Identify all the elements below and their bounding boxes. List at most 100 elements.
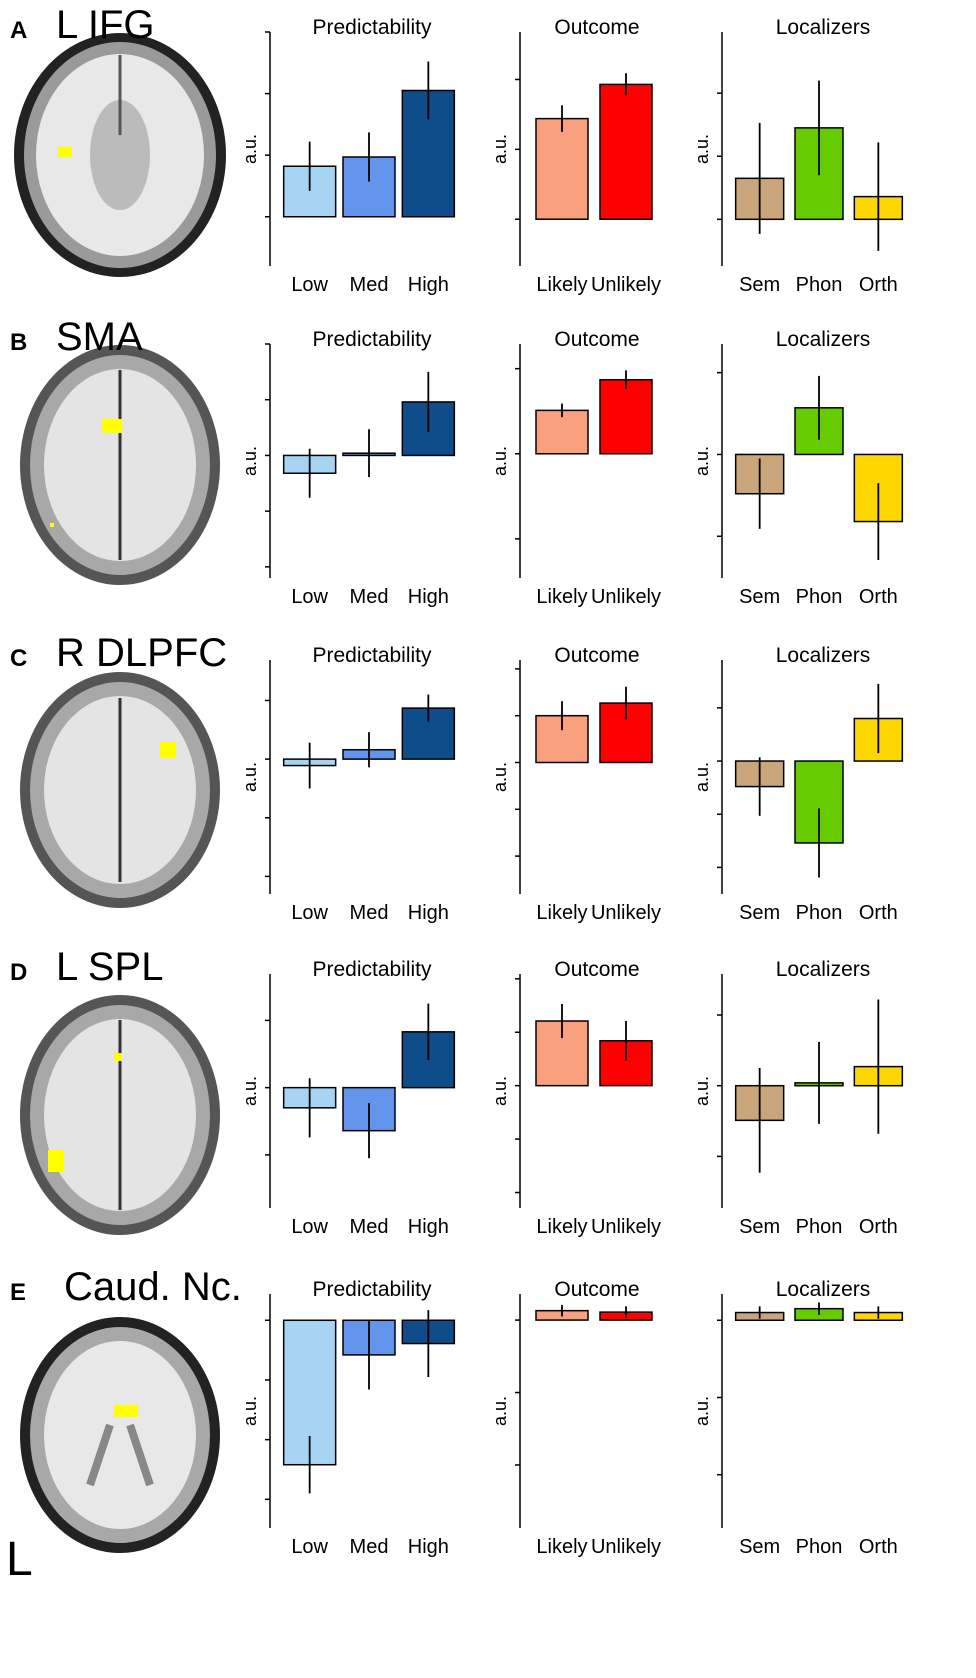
y-axis-label: a.u. <box>692 1076 712 1106</box>
y-axis-label: a.u. <box>692 134 712 164</box>
x-tick-label: Unlikely <box>591 1536 661 1558</box>
bar-chart: Localizers a.u. Sem Phon Orth <box>692 1278 902 1558</box>
brain-images <box>14 33 226 1553</box>
chart-title: Outcome <box>554 958 639 981</box>
chart-title: Predictability <box>312 644 432 667</box>
bar <box>600 84 652 219</box>
panel-letter: E <box>10 1279 26 1306</box>
y-axis-label: a.u. <box>490 1396 510 1426</box>
x-tick-label: Phon <box>796 1536 843 1558</box>
x-tick-label: High <box>408 1216 449 1238</box>
figure: AL IFGBSMACR DLPFCDL SPLECaud. Nc. L Pre… <box>0 0 976 1678</box>
chart-title: Predictability <box>312 16 432 39</box>
chart-title: Predictability <box>312 328 432 351</box>
chart-title: Outcome <box>554 16 639 39</box>
region-name: Caud. Nc. <box>64 1265 242 1309</box>
chart-title: Outcome <box>554 644 639 667</box>
x-tick-label: Orth <box>859 1216 898 1238</box>
chart-title: Outcome <box>554 328 639 351</box>
bar-chart: Predictability a.u. Low Med High <box>240 644 454 924</box>
brain-image <box>20 995 220 1235</box>
x-tick-label: Orth <box>859 1536 898 1558</box>
brain-image <box>20 672 220 908</box>
x-tick-label: Unlikely <box>591 902 661 924</box>
x-tick-label: Low <box>291 1536 328 1558</box>
x-tick-label: High <box>408 274 449 296</box>
bar-chart: Predictability a.u. Low Med High <box>240 16 454 296</box>
panel-letter: A <box>10 17 27 44</box>
x-tick-label: Med <box>350 1216 389 1238</box>
x-tick-label: Phon <box>796 1216 843 1238</box>
x-tick-label: Orth <box>859 274 898 296</box>
x-tick-label: Sem <box>739 1536 780 1558</box>
x-tick-label: Sem <box>739 1216 780 1238</box>
x-tick-label: Unlikely <box>591 274 661 296</box>
y-axis-label: a.u. <box>490 1076 510 1106</box>
brain-image <box>14 33 226 277</box>
x-tick-label: Phon <box>796 586 843 608</box>
chart-title: Localizers <box>776 328 871 351</box>
bar-chart: Predictabilitya.u.LowMedHigh <box>240 328 454 608</box>
region-name: SMA <box>56 315 143 359</box>
x-tick-label: Orth <box>859 586 898 608</box>
x-tick-label: Low <box>291 274 328 296</box>
x-tick-label: Orth <box>859 902 898 924</box>
bar-chart: Localizers a.u. Sem Phon Orth <box>692 958 902 1238</box>
chart-title: Localizers <box>776 1278 871 1301</box>
y-axis-label: a.u. <box>490 134 510 164</box>
y-axis-label: a.u. <box>692 446 712 476</box>
x-tick-label: Likely <box>536 586 587 608</box>
x-tick-label: Likely <box>536 274 587 296</box>
bar-chart: Localizers a.u. Sem Phon Orth <box>692 644 902 924</box>
x-tick-label: High <box>408 1536 449 1558</box>
bar-chart: Predictability a.u. Low Med High <box>240 958 454 1238</box>
x-tick-label: Sem <box>739 902 780 924</box>
y-axis-label: a.u. <box>490 446 510 476</box>
chart-title: Localizers <box>776 644 871 667</box>
region-name: L SPL <box>56 945 163 989</box>
y-axis-label: a.u. <box>240 1076 260 1106</box>
x-tick-label: Unlikely <box>591 586 661 608</box>
x-tick-label: Phon <box>796 274 843 296</box>
x-tick-label: Phon <box>796 902 843 924</box>
x-tick-label: Sem <box>739 586 780 608</box>
y-axis-label: a.u. <box>240 762 260 792</box>
x-tick-label: Low <box>291 1216 328 1238</box>
chart-title: Localizers <box>776 958 871 981</box>
brain-image <box>20 345 220 585</box>
y-axis-label: a.u. <box>692 762 712 792</box>
y-axis-label: a.u. <box>490 762 510 792</box>
x-tick-label: Med <box>350 586 389 608</box>
x-tick-label: Low <box>291 902 328 924</box>
x-tick-label: Med <box>350 274 389 296</box>
x-tick-label: Likely <box>536 1536 587 1558</box>
y-axis-label: a.u. <box>692 1396 712 1426</box>
y-axis-label: a.u. <box>240 446 260 476</box>
chart-title: Outcome <box>554 1278 639 1301</box>
x-tick-label: Likely <box>536 902 587 924</box>
bar-chart: Localizers a.u. Sem Phon Orth <box>692 328 902 608</box>
y-axis-label: a.u. <box>240 1396 260 1426</box>
x-tick-label: Med <box>350 1536 389 1558</box>
x-tick-label: Low <box>291 586 328 608</box>
x-tick-label: Likely <box>536 1216 587 1238</box>
bar <box>536 119 588 220</box>
orientation-label: L <box>6 1533 33 1586</box>
chart-title: Localizers <box>776 16 871 39</box>
x-tick-label: Med <box>350 902 389 924</box>
y-axis-label: a.u. <box>240 134 260 164</box>
chart-title: Predictability <box>312 958 432 981</box>
x-tick-label: Unlikely <box>591 1216 661 1238</box>
region-name: R DLPFC <box>56 631 227 675</box>
panel-letter: D <box>10 959 27 986</box>
panel-letter: B <box>10 329 27 356</box>
region-name: L IFG <box>56 3 155 47</box>
x-tick-label: High <box>408 902 449 924</box>
